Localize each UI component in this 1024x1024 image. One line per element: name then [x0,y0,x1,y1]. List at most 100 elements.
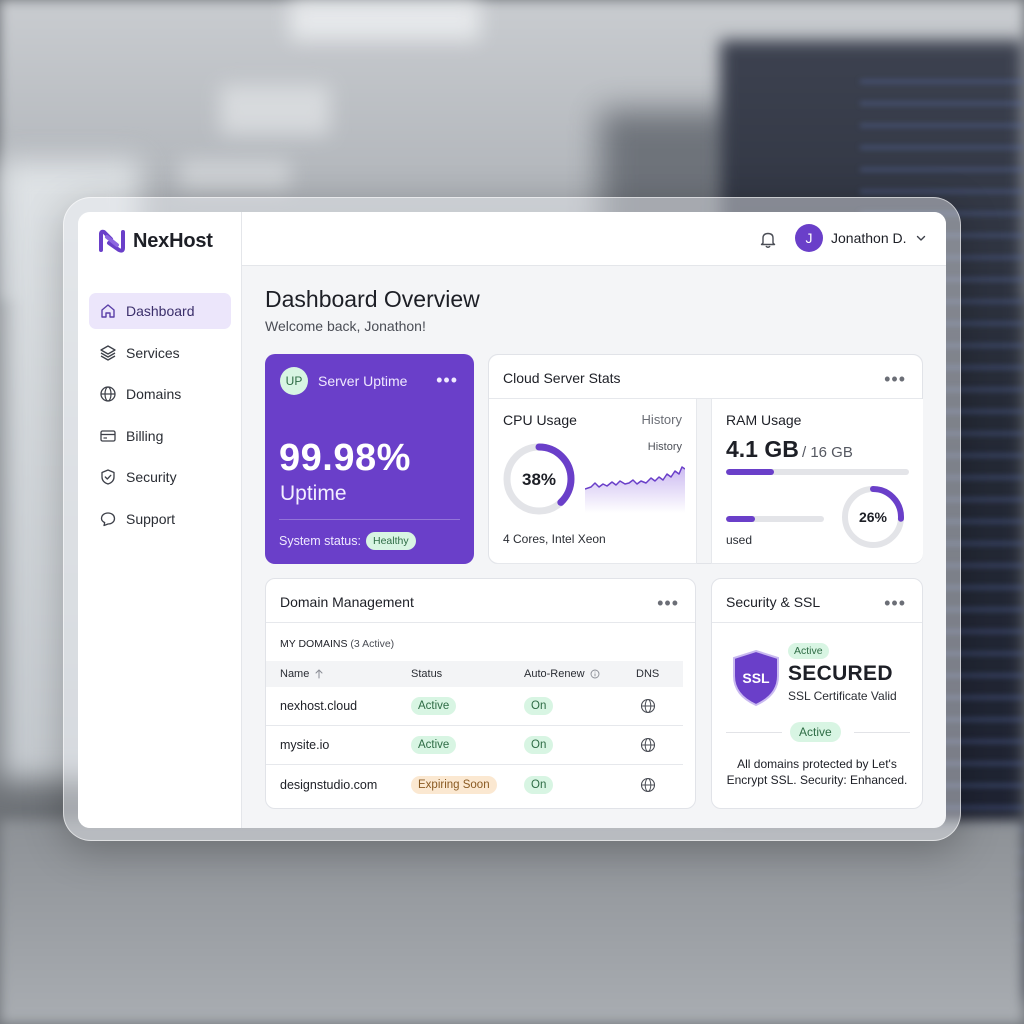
my-domains-label: MY DOMAINS (3 Active) [280,638,394,650]
ram-value: 4.1 GB [726,436,799,462]
divider [726,732,782,733]
table-row[interactable]: designstudio.com Expiring Soon On [266,765,683,804]
table-row[interactable]: nexhost.cloud Active On [266,687,683,726]
cpu-percent: 38% [522,470,556,489]
ssl-subtitle: SSL Certificate Valid [788,689,897,703]
nexhost-logo-icon [99,229,125,253]
ram-percent: 26% [859,509,888,525]
list-count: (3 Active) [350,638,395,650]
cpu-history-sparkline [585,466,685,513]
user-menu[interactable]: J Jonathon D. [795,224,927,252]
domain-name: nexhost.cloud [280,699,358,713]
cpu-title[interactable]: CPU Usage [503,412,577,428]
sort-arrow-icon [315,669,323,679]
more-options-icon[interactable]: ••• [884,369,906,389]
security-status-badge: Active [790,722,841,742]
column-renew-label: Auto-Renew [524,668,585,680]
domain-name: mysite.io [280,738,330,752]
ssl-headline: SECURED [788,662,893,685]
sidebar-item-billing[interactable]: Billing [89,418,231,454]
brand-name: NexHost [133,229,213,252]
status-badge: Expiring Soon [411,775,497,794]
more-options-icon[interactable]: ••• [436,370,458,390]
user-name: Jonathon D. [831,230,907,246]
sidebar-item-label: Security [126,469,177,485]
table-row[interactable]: mysite.io Active On [266,726,683,765]
sidebar-item-support[interactable]: Support [89,501,231,537]
domains-table: Name Status Auto-Renew DNS nexhost.cloud… [266,661,683,804]
sidebar-item-services[interactable]: Services [89,335,231,371]
ram-progress-bar [726,469,909,475]
domain-management-card: Domain Management ••• MY DOMAINS (3 Acti… [265,578,696,809]
shield-label: SSL [742,670,770,686]
ram-used-label: used [726,533,753,547]
cloud-server-stats-card: Cloud Server Stats ••• CPU Usage History… [488,354,923,564]
auto-renew-toggle[interactable]: On [524,736,554,754]
dns-globe-icon[interactable] [640,698,656,714]
card-title: Security & SSL [726,594,821,610]
card-header: Cloud Server Stats ••• [489,355,922,399]
uptime-label: Uptime [280,482,347,505]
status-badge: Active [411,736,457,754]
credit-card-icon [99,427,117,445]
ram-donut-arc [842,486,904,548]
uptime-value: 99.98% [279,437,411,479]
uptime-title: Server Uptime [318,373,408,389]
ram-donut-chart: 26% [842,486,904,548]
table-header: Name Status Auto-Renew DNS [266,661,683,687]
avatar: J [795,224,823,252]
ssl-status-badge: Active [788,643,829,659]
column-status[interactable]: Status [411,668,443,680]
ram-title: RAM Usage [726,412,802,428]
sidebar-nav: Dashboard Services Domains Billing [89,293,231,542]
history-link[interactable]: History [641,412,682,427]
globe-icon [99,385,117,403]
more-options-icon[interactable]: ••• [657,593,679,613]
card-title: Domain Management [280,594,414,610]
chat-icon [99,510,117,528]
main-content: J Jonathon D. Dashboard Overview Welcome… [242,212,946,828]
ram-total: / 16 GB [802,444,853,461]
column-name[interactable]: Name [266,668,411,680]
cpu-donut-chart: 38% [503,443,575,515]
auto-renew-toggle[interactable]: On [524,775,554,794]
system-status-label: System status: [279,534,361,548]
auto-renew-toggle[interactable]: On [524,697,554,715]
sidebar-item-label: Support [126,510,176,527]
column-auto-renew[interactable]: Auto-Renew [524,668,636,680]
sidebar: NexHost Dashboard Services Domains [78,212,242,828]
column-dns[interactable]: DNS [636,668,660,680]
cpu-usage-panel: CPU Usage History 38% History [489,399,697,564]
sidebar-item-label: Dashboard [126,303,195,319]
dns-globe-icon[interactable] [640,777,656,793]
cpu-donut-arc [503,443,575,515]
card-header: Domain Management ••• [266,579,695,623]
ram-progress-fill [726,469,774,475]
app-window: NexHost Dashboard Services Domains [78,212,946,828]
layers-icon [99,344,117,362]
chevron-down-icon [916,235,925,241]
more-options-icon[interactable]: ••• [884,593,906,613]
security-ssl-card: Security & SSL ••• SSL Active SECURED SS… [711,578,923,809]
top-bar: J Jonathon D. [242,212,946,266]
card-title: Cloud Server Stats [503,370,621,386]
cpu-spec: 4 Cores, Intel Xeon [503,532,606,546]
page-subtitle: Welcome back, Jonathon! [265,318,426,334]
sidebar-item-domains[interactable]: Domains [89,376,231,412]
ram-used-bar [726,516,824,522]
sidebar-item-label: Domains [126,386,182,402]
ram-used-fill [726,516,756,522]
security-note: All domains protected by Let's Encrypt S… [726,757,908,787]
card-header: Security & SSL ••• [712,579,922,623]
brand[interactable]: NexHost [98,228,213,254]
divider [279,519,460,520]
history-chart-label: History [647,441,682,453]
sidebar-item-dashboard[interactable]: Dashboard [89,293,231,329]
bell-icon[interactable] [757,228,779,250]
ram-usage-panel: RAM Usage 4.1 GB / 16 GB used 26% [711,399,923,564]
page-title: Dashboard Overview [265,286,480,312]
sidebar-item-security[interactable]: Security [89,459,231,495]
dns-globe-icon[interactable] [640,737,656,753]
list-label: MY DOMAINS [280,638,348,650]
column-name-label: Name [280,668,310,680]
